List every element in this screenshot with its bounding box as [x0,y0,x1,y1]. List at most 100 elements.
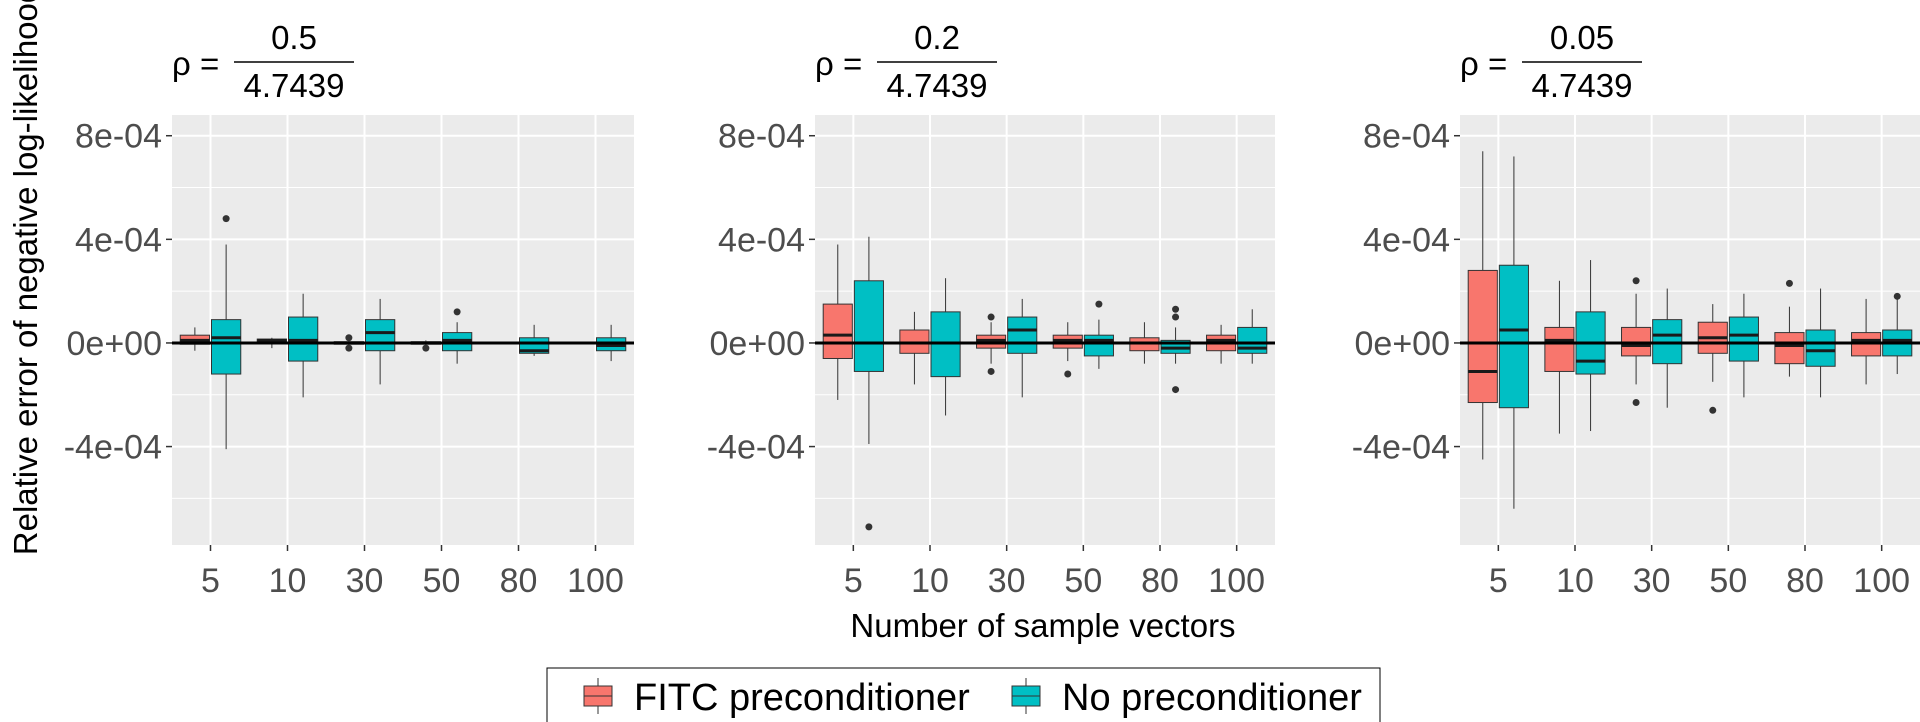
panel-1: -4e-04 0e+00 4e-04 8e-04 5 10 30 50 80 100 [64,115,634,600]
box-fitc [1467,151,1498,460]
x-tick-label: 100 [567,562,624,600]
x-tick-label: 80 [500,562,538,600]
outlier-point [1893,292,1901,300]
x-tick-label: 5 [201,562,220,600]
y-tick-label: 4e-04 [1363,221,1450,259]
rho-prefix: ρ = [1460,45,1507,82]
y-tick-label: 0e+00 [1355,325,1451,363]
y-tick-label: -4e-04 [1352,429,1450,467]
x-tick-label: 50 [423,562,461,600]
outlier-point [345,334,353,342]
legend-frame [546,667,1381,722]
outlier-point [987,367,995,375]
panels-layer: -4e-04 0e+00 4e-04 8e-04 5 10 30 50 80 100 -4e-04 0… [64,115,1920,600]
box-body [1467,269,1498,404]
box-body [1498,264,1529,409]
box-fitc [822,244,853,400]
x-tick-label: 10 [911,562,949,600]
box-body [1083,334,1114,357]
x-tick-label: 30 [346,562,384,600]
y-tick-label: 0e+00 [710,325,806,363]
y-tick-label: 8e-04 [718,118,805,156]
x-tick-label: 10 [1556,562,1594,600]
x-tick-label: 5 [1489,562,1508,600]
box-none [1498,156,1529,509]
panel-titles-layer: ρ = 0.5 4.7439 ρ = 0.2 4.7439 ρ = 0.05 4.7439 [172,19,1642,104]
outlier-point [1632,399,1640,407]
rho-denominator: 4.7439 [244,67,345,104]
box-body [1728,316,1759,362]
outlier-point [1172,386,1180,394]
outlier-point [865,523,873,531]
box-none [1728,293,1759,398]
box-fitc [1774,279,1805,377]
panel-title-2: ρ = 0.2 4.7439 [815,19,997,104]
box-fitc [1052,322,1083,378]
legend-key-fitc [583,678,613,714]
outlier-point [422,344,430,352]
outlier-point [1632,277,1640,285]
box-none [1805,288,1836,398]
outlier-point [1172,313,1180,321]
legend-label-none: No preconditioner [1062,677,1362,719]
box-body [1774,332,1805,365]
panel-title-1: ρ = 0.5 4.7439 [172,19,354,104]
x-tick-label: 50 [1064,562,1102,600]
panel-title-3: ρ = 0.05 4.7439 [1460,19,1642,104]
outlier-point [1095,300,1103,308]
outlier-point [1064,370,1072,378]
y-tick-label: -4e-04 [64,429,162,467]
panel-3: -4e-04 0e+00 4e-04 8e-04 5 10 30 50 80 100 [1352,115,1920,600]
y-tick-label: 0e+00 [67,325,163,363]
box-none [288,293,319,398]
x-tick-label: 80 [1786,562,1824,600]
x-tick-label: 30 [988,562,1026,600]
outlier-point [987,313,995,321]
x-tick-label: 10 [269,562,307,600]
outlier-point [1785,279,1793,287]
panel-background [815,115,1275,545]
outlier-point [1709,406,1717,414]
rho-prefix: ρ = [172,45,219,82]
box-body [211,319,242,375]
panel-background [1460,115,1920,545]
outlier-point [453,308,461,316]
x-tick-label: 100 [1208,562,1265,600]
rho-numerator: 0.05 [1550,19,1614,56]
y-tick-label: -4e-04 [707,429,805,467]
rho-denominator: 4.7439 [887,67,988,104]
panel-background [172,115,634,545]
box-body [1007,316,1038,354]
y-axis-title: Relative error of negative log-likelihoo… [7,0,44,555]
box-none [1007,298,1038,398]
x-tick-label: 50 [1709,562,1747,600]
outlier-point [1172,305,1180,313]
y-tick-label: 8e-04 [1363,118,1450,156]
box-body [365,319,396,352]
y-tick-label: 4e-04 [718,221,805,259]
box-fitc [1697,304,1728,414]
box-none [1083,300,1114,369]
x-axis-title: Number of sample vectors [850,607,1235,644]
rho-denominator: 4.7439 [1532,67,1633,104]
rho-prefix: ρ = [815,45,862,82]
y-tick-label: 4e-04 [75,221,162,259]
box-body [1544,326,1575,372]
panel-2: -4e-04 0e+00 4e-04 8e-04 5 10 30 50 80 100 [707,115,1275,600]
box-none [365,298,396,385]
box-body [853,280,884,372]
outlier-point [345,344,353,352]
box-none [211,215,242,450]
legend-key-none [1011,678,1041,714]
x-tick-label: 30 [1633,562,1671,600]
box-body [822,303,853,359]
rho-numerator: 0.5 [271,19,317,56]
x-tick-label: 100 [1853,562,1910,600]
box-body [1805,329,1836,367]
x-tick-label: 80 [1141,562,1179,600]
x-tick-label: 5 [844,562,863,600]
y-tick-label: 8e-04 [75,118,162,156]
box-fitc [1544,280,1575,434]
outlier-point [222,215,230,223]
